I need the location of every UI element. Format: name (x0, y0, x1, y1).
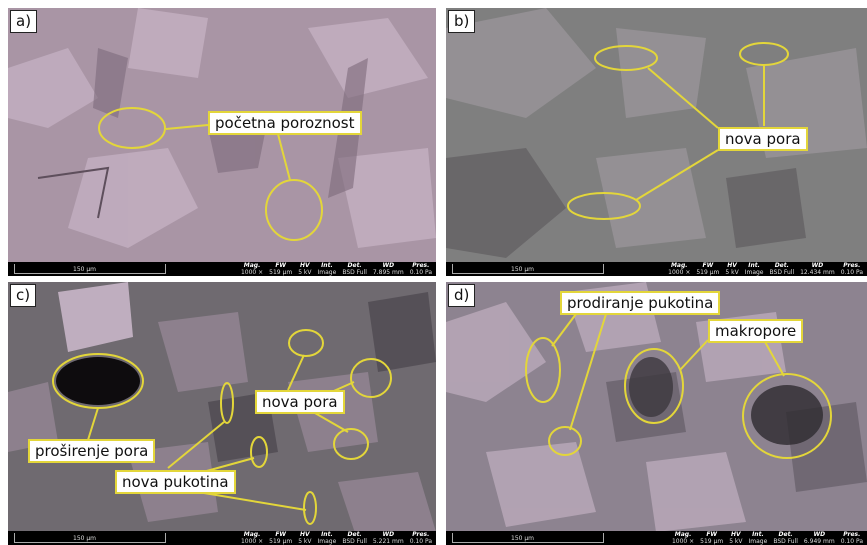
panel-label-a: a) (10, 10, 38, 33)
sem-info-bar-c: 150 µm Mag. 1000 × FW 519 µm HV 5 kV Int. Im… (8, 531, 436, 545)
sem-image-c (8, 282, 436, 545)
annotation-initial-porosity: početna poroznost (208, 111, 362, 135)
sem-panel-b: b) nova pora 150 µm Mag. 1000 × FW 519 µm … (446, 8, 867, 276)
sem-image-d (446, 282, 867, 545)
panel-label-c: c) (10, 284, 37, 307)
sem-info-bar-b: 150 µm Mag. 1000 × FW 519 µm HV 5 kV Int. Im… (446, 262, 867, 276)
sem-info-bar-d: 150 µm Mag. 1000 × FW 519 µm HV 5 kV Int. Im… (446, 531, 867, 545)
annotation-pore-expansion: proširenje pora (28, 439, 156, 463)
annotation-macropores: makropore (708, 319, 804, 343)
annotation-crack-penetration: prodiranje pukotina (560, 291, 721, 315)
sem-info-bar-a: 150 µm Mag. 1000 × FW 519 µm HV 5 kV Int. Im… (8, 262, 436, 276)
sem-panel-c: c) proširenje pora nova pora nova pukoti… (8, 282, 436, 545)
annotation-new-pore-c: nova pora (255, 390, 345, 414)
sem-panel-d: d) prodiranje pukotina makropore 150 µm … (446, 282, 867, 545)
panel-label-d: d) (448, 284, 476, 307)
sem-panel-a: a) početna poroznost 150 µm Mag. 1000 × F… (8, 8, 436, 276)
sem-image-a (8, 8, 436, 276)
panel-label-b: b) (448, 10, 476, 33)
annotation-new-crack: nova pukotina (115, 470, 236, 494)
annotation-new-pore-b: nova pora (718, 127, 808, 151)
